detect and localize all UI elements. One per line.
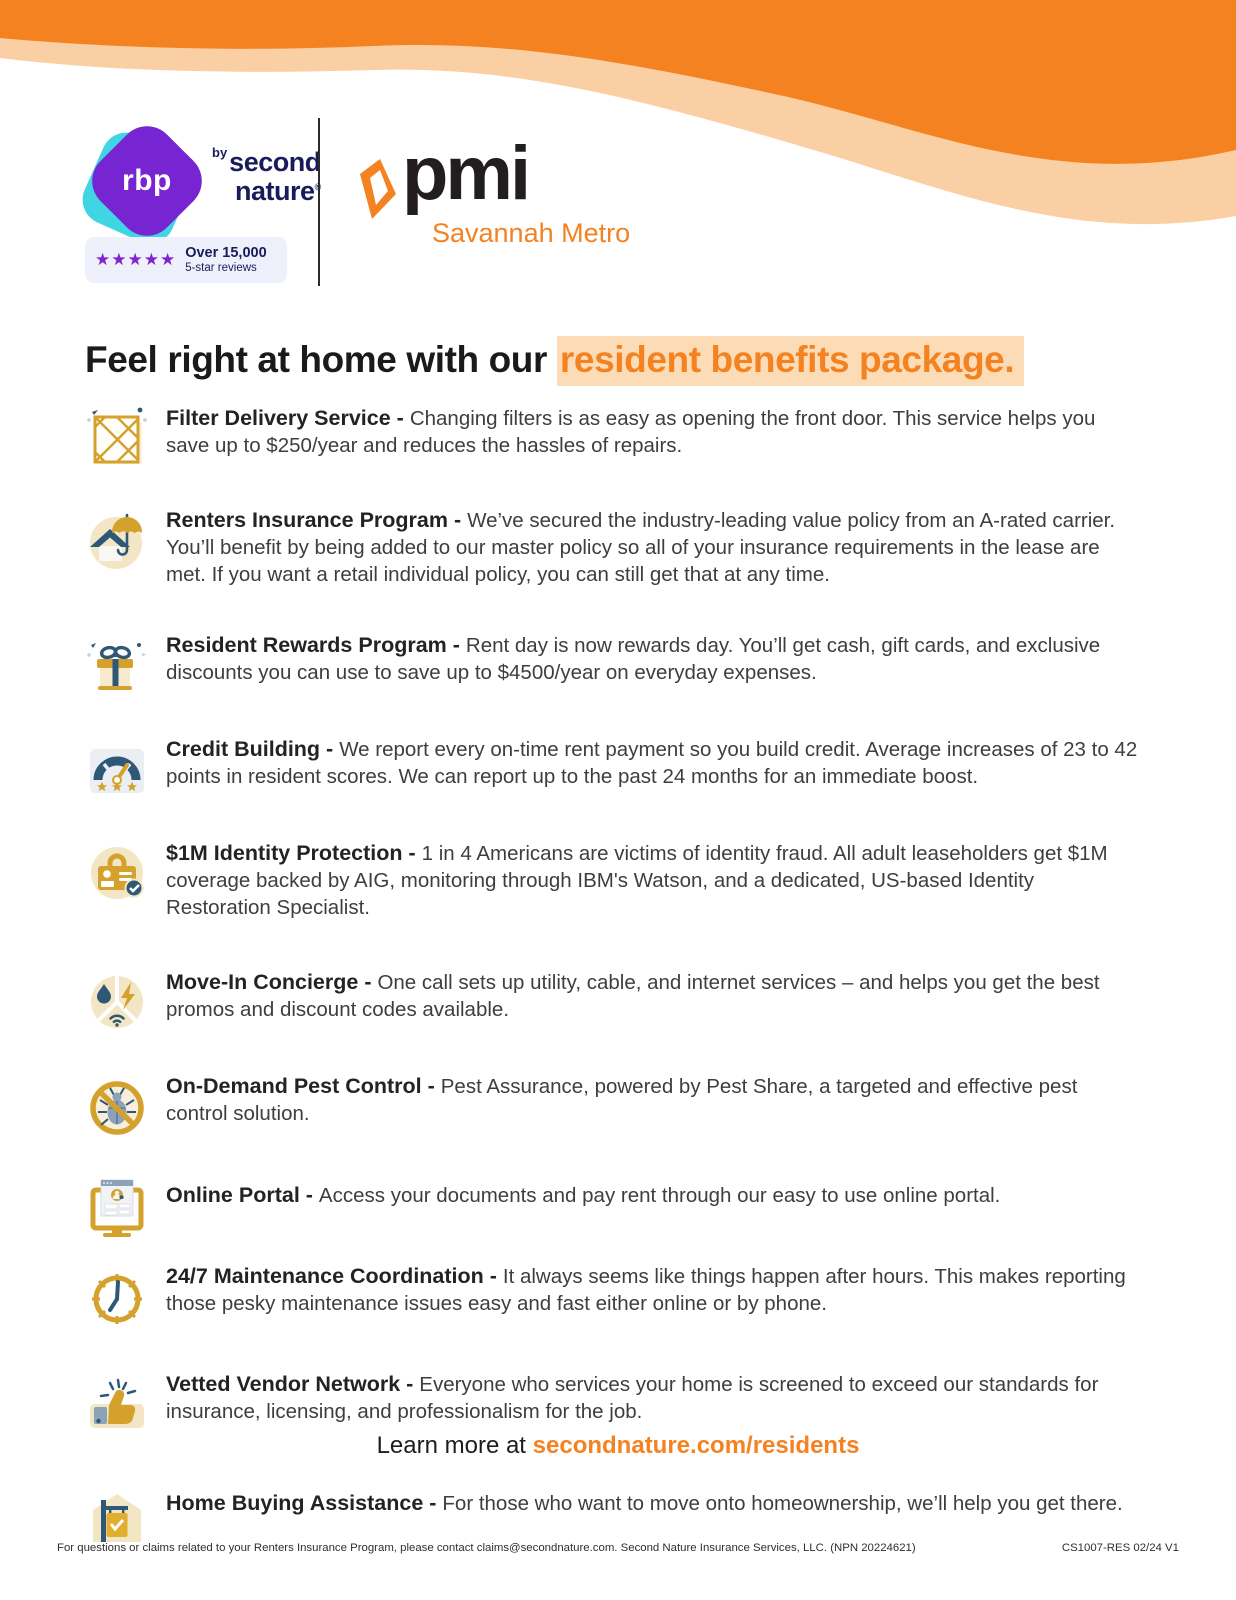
- page-title: Feel right at home with our resident ben…: [85, 336, 1025, 386]
- benefit-description: Everyone who services your home is scree…: [166, 1372, 1099, 1423]
- benefit-description: We’ve secured the industry-leading value…: [166, 509, 1116, 586]
- benefit-row-resident-rewards: Resident Rewards Program - Rent day is n…: [85, 631, 1158, 707]
- pmi-logo-text: pmi: [402, 131, 531, 216]
- house-sign-icon: [93, 1493, 141, 1542]
- benefit-name: Credit Building: [166, 736, 321, 761]
- benefit-text: 24/7 Maintenance Coordination - It alway…: [166, 1263, 1126, 1315]
- benefit-row-online-portal: Online Portal - Access your documents an…: [85, 1174, 1158, 1238]
- reviews-badge: ★★★★★ Over 15,000 5-star reviews: [85, 237, 287, 283]
- page-title-prefix: Feel right at home with our: [85, 339, 557, 380]
- benefit-text: Home Buying Assistance - For those who w…: [166, 1491, 1123, 1516]
- benefit-row-home-buying: Home Buying Assistance - For those who w…: [85, 1482, 1158, 1546]
- benefit-name: Resident Rewards Program: [166, 632, 447, 657]
- benefit-description: Rent day is now rewards day. You’ll get …: [166, 633, 1101, 684]
- benefit-name: Vetted Vendor Network: [166, 1371, 401, 1396]
- reviews-label: 5-star reviews: [185, 261, 257, 274]
- benefit-text: Online Portal - Access your documents an…: [166, 1183, 1001, 1208]
- reviews-count: Over 15,000: [185, 245, 267, 262]
- benefit-description: Changing filters is as easy as opening t…: [166, 407, 1096, 457]
- fine-print-text: For questions or claims related to your …: [57, 1542, 916, 1554]
- learn-more-prefix: Learn more at: [376, 1432, 533, 1459]
- benefit-description: We report every on-time rent payment so …: [166, 737, 1138, 788]
- benefits-list: Filter Delivery Service - Changing filte…: [85, 404, 1158, 1546]
- no-bugs-icon: [90, 1081, 144, 1135]
- benefit-row-maintenance: 24/7 Maintenance Coordination - It alway…: [85, 1262, 1158, 1338]
- doc-code: CS1007-RES 02/24 V1: [1061, 1542, 1179, 1554]
- rbp-logo-text: rbp: [122, 163, 172, 197]
- second-nature-wordmark: bysecond nature®: [212, 146, 321, 205]
- benefit-row-filter-delivery: Filter Delivery Service - Changing filte…: [85, 404, 1158, 480]
- umbrella-house-icon: [90, 513, 142, 570]
- benefit-description: It always seems like things happen after…: [166, 1264, 1126, 1315]
- benefit-row-vetted-vendors: Vetted Vendor Network - Everyone who ser…: [85, 1370, 1158, 1446]
- id-card-icon: [91, 846, 144, 899]
- pmi-location: Savannah Metro: [432, 218, 631, 248]
- thumbs-up-icon: [90, 1378, 144, 1428]
- benefit-name: Filter Delivery Service: [166, 406, 391, 430]
- benefit-description: Pest Assurance, powered by Pest Share, a…: [166, 1074, 1078, 1125]
- logo-divider: [318, 118, 320, 286]
- clock-icon: [92, 1273, 142, 1324]
- benefit-text: Renters Insurance Program - We’ve secure…: [166, 508, 1116, 586]
- fine-print-bar: For questions or claims related to your …: [57, 1542, 1179, 1554]
- rbp-logo: rbp: [74, 114, 214, 252]
- page-title-highlight: resident benefits package.: [556, 336, 1025, 386]
- benefit-text: $1M Identity Protection - 1 in 4 America…: [166, 840, 1108, 919]
- benefit-name: 24/7 Maintenance Coordination: [166, 1263, 484, 1288]
- benefit-text: Move-In Concierge - One call sets up uti…: [166, 969, 1100, 1021]
- brand-word-second: second: [229, 147, 321, 177]
- benefit-description: Access your documents and pay rent throu…: [318, 1184, 1001, 1208]
- filter-icon: [87, 407, 147, 464]
- benefit-description: 1 in 4 Americans are victims of identity…: [166, 841, 1108, 919]
- monitor-icon: [90, 1179, 144, 1237]
- benefit-text: Filter Delivery Service - Changing filte…: [166, 406, 1096, 457]
- registered-mark: ®: [315, 182, 322, 192]
- benefit-text: Credit Building - We report every on-tim…: [166, 736, 1138, 788]
- by-label: by: [212, 145, 228, 160]
- benefit-row-credit-building: Credit Building - We report every on-tim…: [85, 735, 1158, 811]
- brand-word-nature: nature: [235, 176, 315, 206]
- utilities-icon: [91, 974, 143, 1028]
- benefit-name: $1M Identity Protection: [166, 840, 403, 865]
- header: rbp bysecond nature® ★★★★★ Over 15,000 5…: [0, 0, 1236, 300]
- header-wave: [0, 0, 1236, 225]
- benefit-name: Renters Insurance Program: [166, 508, 448, 533]
- benefit-text: On-Demand Pest Control - Pest Assurance,…: [166, 1073, 1078, 1125]
- learn-more-link[interactable]: secondnature.com/residents: [532, 1432, 860, 1459]
- benefit-name: Online Portal: [166, 1183, 300, 1208]
- benefit-text: Resident Rewards Program - Rent day is n…: [166, 632, 1101, 684]
- pmi-logo-icon: [360, 159, 396, 219]
- rbp-logo-badge: rbp: [80, 114, 214, 248]
- five-stars-icon: ★★★★★: [95, 250, 177, 269]
- benefit-row-renters-insurance: Renters Insurance Program - We’ve secure…: [85, 506, 1158, 609]
- gift-icon: [87, 642, 146, 690]
- benefit-text: Vetted Vendor Network - Everyone who ser…: [166, 1371, 1099, 1423]
- benefit-name: Home Buying Assistance: [166, 1491, 424, 1516]
- benefit-row-move-in-concierge: Move-In Concierge - One call sets up uti…: [85, 968, 1158, 1044]
- gauge-icon: [90, 748, 144, 793]
- benefit-row-identity-protection: $1M Identity Protection - 1 in 4 America…: [85, 839, 1158, 942]
- benefit-row-pest-control: On-Demand Pest Control - Pest Assurance,…: [85, 1072, 1158, 1148]
- benefit-name: On-Demand Pest Control: [166, 1073, 422, 1098]
- learn-more: Learn more at secondnature.com/residents: [0, 1432, 1236, 1460]
- benefit-name: Move-In Concierge: [166, 969, 359, 994]
- benefit-description: One call sets up utility, cable, and int…: [166, 970, 1100, 1021]
- benefit-description: For those who want to move onto homeowne…: [442, 1492, 1123, 1516]
